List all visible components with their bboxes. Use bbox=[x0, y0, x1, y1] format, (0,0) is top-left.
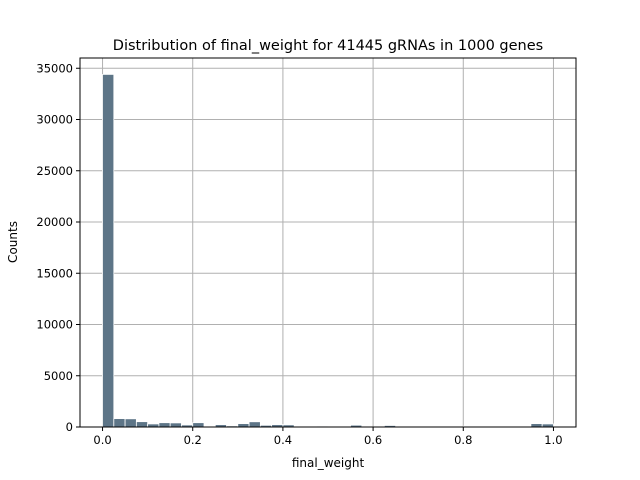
chart-title: Distribution of final_weight for 41445 g… bbox=[113, 38, 543, 54]
y-axis-ticks: 0 5000 10000 15000 20000 25000 30000 35000 bbox=[36, 61, 80, 434]
x-axis-ticks: 0.0 0.2 0.4 0.6 0.8 1.0 bbox=[93, 427, 563, 447]
histogram-bar bbox=[248, 421, 261, 428]
histogram-bar bbox=[158, 422, 171, 428]
x-tick-label: 0.4 bbox=[274, 433, 292, 447]
histogram-bar bbox=[192, 422, 205, 428]
histogram-bar bbox=[102, 74, 115, 428]
y-tick-label: 0 bbox=[66, 420, 73, 434]
y-tick-label: 5000 bbox=[44, 369, 73, 383]
y-tick-label: 30000 bbox=[36, 113, 73, 127]
grid-lines bbox=[80, 58, 576, 428]
x-tick-label: 0.6 bbox=[364, 433, 382, 447]
histogram-bar bbox=[124, 418, 137, 428]
histogram-bar bbox=[530, 423, 543, 428]
y-tick-label: 25000 bbox=[36, 164, 73, 178]
y-tick-label: 35000 bbox=[36, 61, 73, 75]
x-tick-label: 1.0 bbox=[544, 433, 562, 447]
y-axis-label: Counts bbox=[6, 221, 20, 263]
histogram-bar bbox=[169, 422, 182, 428]
x-tick-label: 0.0 bbox=[93, 433, 111, 447]
histogram-bar bbox=[135, 421, 149, 428]
y-tick-label: 10000 bbox=[36, 318, 73, 332]
x-axis-label: final_weight bbox=[292, 456, 365, 470]
y-tick-label: 20000 bbox=[36, 215, 73, 229]
histogram-bar bbox=[237, 423, 250, 428]
histogram-bar bbox=[113, 418, 126, 428]
y-tick-label: 15000 bbox=[36, 266, 73, 280]
x-tick-label: 0.8 bbox=[454, 433, 472, 447]
x-tick-label: 0.2 bbox=[184, 433, 202, 447]
plot-frame bbox=[79, 57, 577, 428]
